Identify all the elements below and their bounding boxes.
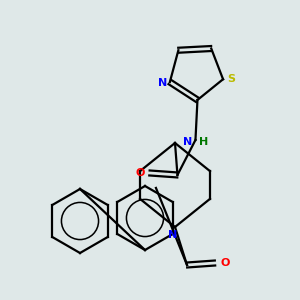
Text: N: N <box>158 78 167 88</box>
Text: N: N <box>183 137 192 147</box>
Text: N: N <box>168 230 178 240</box>
Text: O: O <box>136 168 145 178</box>
Text: S: S <box>227 74 235 84</box>
Text: O: O <box>220 258 230 268</box>
Text: H: H <box>199 137 208 147</box>
